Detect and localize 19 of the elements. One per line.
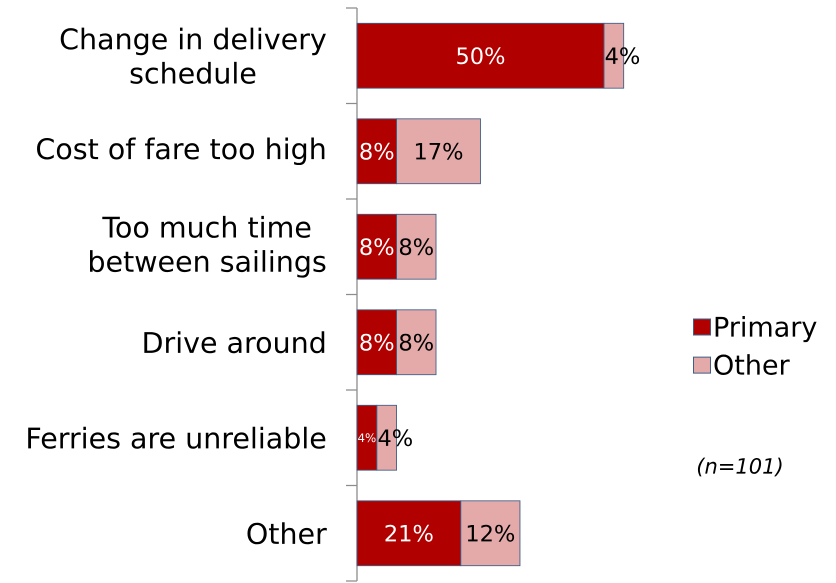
data-label: 8% (360, 142, 394, 160)
legend-label: Other (714, 354, 790, 375)
data-label: 12% (468, 524, 514, 542)
data-label: 17% (416, 142, 462, 160)
y-tick-label: Change in delivery schedule (60, 28, 326, 84)
legend-label: Primary (716, 316, 817, 342)
y-tick-label: Other (247, 522, 327, 544)
data-label: 8% (400, 238, 433, 256)
data-label: 50% (457, 47, 504, 64)
y-tick-label: Cost of fare too high (37, 137, 324, 166)
y-tick-label: Drive around (144, 331, 324, 354)
data-label: 4% (358, 433, 376, 442)
data-label: 8% (360, 334, 394, 351)
y-tick-label: Too much time between sailings (90, 216, 326, 278)
data-label: 21% (386, 524, 433, 542)
text: (n=101) (698, 458, 782, 476)
data-label: 8% (360, 238, 394, 256)
y-tick-label: Ferries are unreliable (28, 426, 326, 449)
data-label: 8% (400, 334, 433, 351)
